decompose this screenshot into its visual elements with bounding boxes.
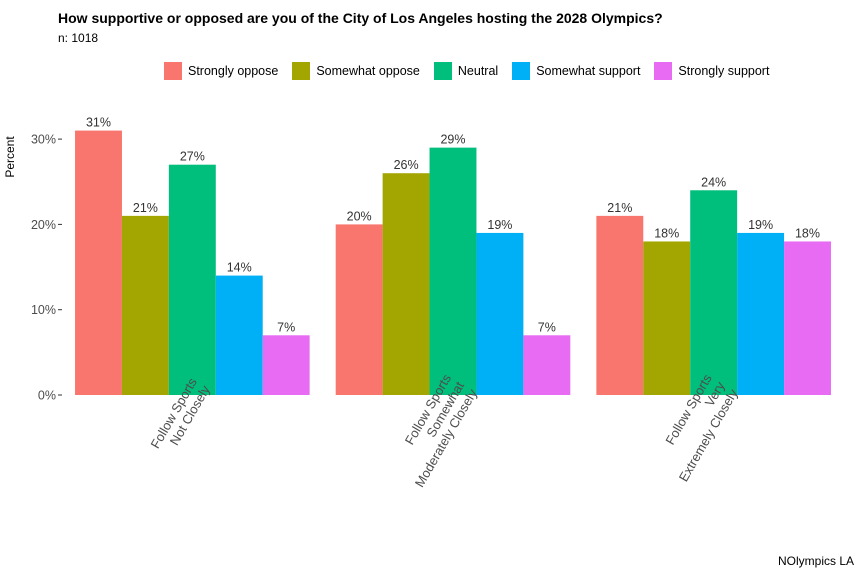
bar-value-label: 21% (133, 201, 158, 215)
bar (382, 173, 430, 395)
bar (121, 215, 169, 395)
bar-value-label: 19% (748, 218, 773, 232)
bar-value-label: 21% (607, 201, 632, 215)
legend-item: Somewhat oppose (292, 62, 420, 80)
bar-value-label: 18% (654, 226, 679, 240)
bar (523, 335, 571, 395)
legend-label: Somewhat oppose (316, 64, 420, 78)
bar-value-label: 26% (394, 158, 419, 172)
bar-value-label: 14% (227, 261, 252, 275)
bar-value-label: 20% (347, 209, 372, 223)
bar-value-label: 24% (701, 175, 726, 189)
caption: NOlympics LA (777, 554, 854, 568)
bar (75, 130, 122, 395)
legend-label: Neutral (457, 64, 499, 78)
bar-value-label: 7% (277, 320, 295, 334)
legend-swatch (512, 62, 531, 80)
legend-swatch (164, 62, 182, 80)
y-tick-label: 0% (38, 389, 56, 403)
bar-value-label: 7% (538, 320, 556, 334)
bar (690, 190, 738, 395)
bar-value-label: 18% (795, 226, 820, 240)
bar (262, 335, 310, 395)
y-tick-label: 10% (31, 303, 56, 317)
bar (335, 224, 383, 395)
legend-label: Somewhat support (536, 64, 641, 78)
legend-item: Neutral (433, 62, 499, 80)
bar (643, 241, 691, 395)
bar (215, 275, 263, 395)
bar (784, 241, 831, 395)
bar (168, 164, 216, 395)
legend-swatch (433, 62, 452, 80)
legend-item: Strongly support (654, 62, 769, 80)
legend-item: Somewhat support (512, 62, 640, 80)
bar-value-label: 29% (440, 133, 465, 147)
chart-subtitle: n: 1018 (58, 31, 99, 45)
chart-title: How supportive or opposed are you of the… (58, 10, 663, 26)
bar (737, 232, 785, 395)
y-tick-label: 20% (31, 218, 56, 232)
bar (476, 232, 524, 395)
legend-label: Strongly support (678, 64, 770, 78)
bar-value-label: 27% (180, 150, 205, 164)
legend: Strongly oppose Somewhat oppose Neutral Som… (164, 62, 783, 80)
bar-value-label: 31% (86, 116, 111, 130)
y-tick-label: 30% (31, 133, 56, 147)
bar-value-label: 19% (487, 218, 512, 232)
legend-swatch (654, 62, 673, 80)
legend-label: Strongly oppose (188, 64, 279, 78)
legend-swatch (292, 62, 311, 80)
legend-item: Strongly oppose (164, 62, 278, 80)
bar (429, 147, 477, 395)
bar (596, 215, 644, 395)
